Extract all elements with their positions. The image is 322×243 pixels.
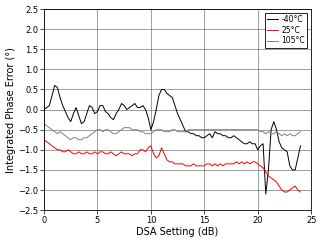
105°C <box>61 132 65 135</box>
105°C <box>192 128 195 131</box>
25°C <box>282 191 286 193</box>
25°C <box>170 160 174 163</box>
25°C <box>50 144 54 147</box>
105°C <box>173 128 177 131</box>
-40°C <box>42 108 46 111</box>
-40°C <box>298 144 302 147</box>
105°C <box>69 138 73 141</box>
25°C <box>298 191 302 193</box>
X-axis label: DSA Setting (dB): DSA Setting (dB) <box>137 227 219 237</box>
Legend: -40°C, 25°C, 105°C: -40°C, 25°C, 105°C <box>265 13 308 48</box>
-40°C <box>50 94 54 97</box>
105°C <box>298 130 302 133</box>
-40°C <box>173 104 177 107</box>
-40°C <box>53 84 57 87</box>
25°C <box>189 165 193 167</box>
105°C <box>50 128 54 131</box>
25°C <box>42 138 46 141</box>
105°C <box>111 132 115 135</box>
105°C <box>242 128 246 131</box>
-40°C <box>63 110 67 113</box>
25°C <box>109 150 113 153</box>
-40°C <box>242 142 246 145</box>
Line: -40°C: -40°C <box>44 86 300 194</box>
25°C <box>61 150 65 153</box>
25°C <box>240 160 244 163</box>
Y-axis label: Integrated Phase Error (°): Integrated Phase Error (°) <box>5 47 15 173</box>
105°C <box>42 122 46 125</box>
-40°C <box>192 132 195 135</box>
Line: 25°C: 25°C <box>44 140 300 192</box>
Line: 105°C: 105°C <box>44 124 300 140</box>
-40°C <box>264 192 268 195</box>
-40°C <box>111 118 115 121</box>
